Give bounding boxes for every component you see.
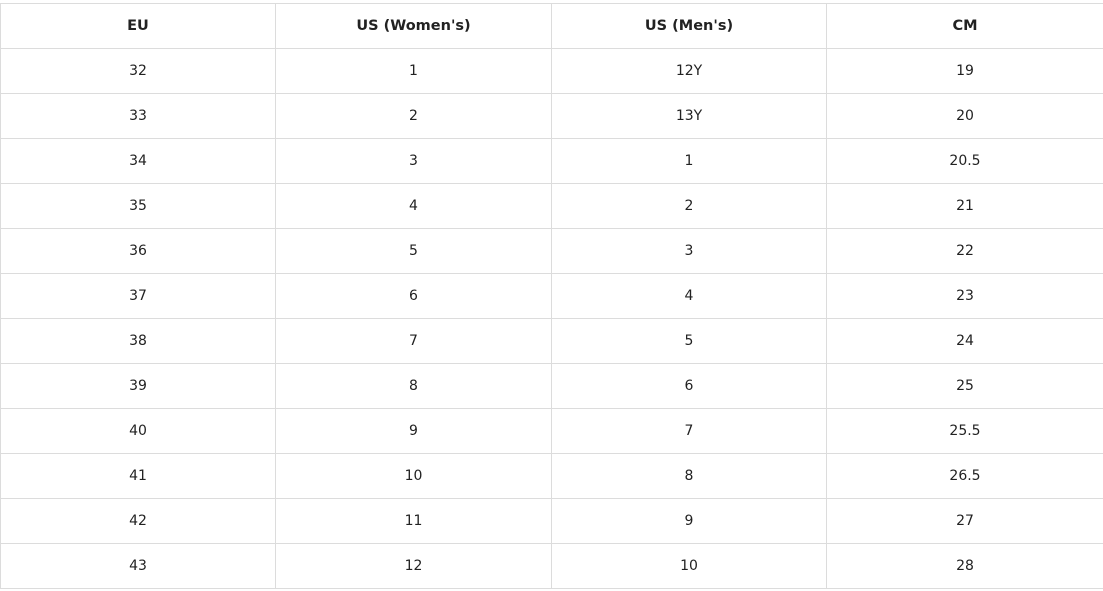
column-header: US (Men's) (551, 3, 827, 49)
table-cell: 5 (275, 228, 552, 274)
table-cell: 2 (551, 183, 827, 229)
table-cell: 7 (551, 408, 827, 454)
table-row: 39 8 6 25 (0, 363, 1103, 409)
table-cell: 33 (0, 93, 276, 139)
table-cell: 9 (275, 408, 552, 454)
table-cell: 26.5 (826, 453, 1103, 499)
table-cell: 10 (275, 453, 552, 499)
table-cell: 25.5 (826, 408, 1103, 454)
table-cell: 25 (826, 363, 1103, 409)
table-cell: 38 (0, 318, 276, 364)
table-cell: 2 (275, 93, 552, 139)
table-row: 40 9 7 25.5 (0, 408, 1103, 454)
table-cell: 36 (0, 228, 276, 274)
table-row: 32 1 12Y 19 (0, 48, 1103, 94)
table-cell: 19 (826, 48, 1103, 94)
table-cell: 32 (0, 48, 276, 94)
table-cell: 42 (0, 498, 276, 544)
table-header: EU US (Women's) US (Men's) CM (0, 3, 1103, 49)
table-cell: 22 (826, 228, 1103, 274)
table-row: 41 10 8 26.5 (0, 453, 1103, 499)
table-cell: 20 (826, 93, 1103, 139)
table-cell: 8 (551, 453, 827, 499)
table-cell: 37 (0, 273, 276, 319)
table-cell: 34 (0, 138, 276, 184)
column-header: EU (0, 3, 276, 49)
table-cell: 20.5 (826, 138, 1103, 184)
table-cell: 10 (551, 543, 827, 589)
table-cell: 21 (826, 183, 1103, 229)
table-row: 42 11 9 27 (0, 498, 1103, 544)
table-body: 32 1 12Y 19 33 2 13Y 20 34 3 1 20.5 35 4 2 21 36 5 3 22 37 6 4… (0, 48, 1103, 589)
table-cell: 6 (551, 363, 827, 409)
table-cell: 6 (275, 273, 552, 319)
size-table: EU US (Women's) US (Men's) CM 32 1 12Y 19 33 2 13… (0, 3, 1103, 589)
table-cell: 24 (826, 318, 1103, 364)
table-cell: 27 (826, 498, 1103, 544)
table-cell: 4 (275, 183, 552, 229)
column-header: US (Women's) (275, 3, 552, 49)
table-cell: 4 (551, 273, 827, 319)
table-cell: 1 (275, 48, 552, 94)
table-cell: 23 (826, 273, 1103, 319)
table-cell: 35 (0, 183, 276, 229)
table-cell: 7 (275, 318, 552, 364)
table-cell: 11 (275, 498, 552, 544)
column-header: CM (826, 3, 1103, 49)
table-cell: 3 (551, 228, 827, 274)
table-row: 34 3 1 20.5 (0, 138, 1103, 184)
table-cell: 3 (275, 138, 552, 184)
table-cell: 1 (551, 138, 827, 184)
table-cell: 9 (551, 498, 827, 544)
table-row: 43 12 10 28 (0, 543, 1103, 589)
table-cell: 8 (275, 363, 552, 409)
table-cell: 39 (0, 363, 276, 409)
table-row: 38 7 5 24 (0, 318, 1103, 364)
table-cell: 41 (0, 453, 276, 499)
table-cell: 28 (826, 543, 1103, 589)
table-row: 33 2 13Y 20 (0, 93, 1103, 139)
table-cell: 12 (275, 543, 552, 589)
table-row: 35 4 2 21 (0, 183, 1103, 229)
table-cell: 5 (551, 318, 827, 364)
header-row: EU US (Women's) US (Men's) CM (0, 3, 1103, 49)
table-cell: 43 (0, 543, 276, 589)
table-cell: 13Y (551, 93, 827, 139)
table-cell: 12Y (551, 48, 827, 94)
size-chart: EU US (Women's) US (Men's) CM 32 1 12Y 19 33 2 13… (0, 3, 1103, 589)
table-row: 36 5 3 22 (0, 228, 1103, 274)
table-cell: 40 (0, 408, 276, 454)
table-row: 37 6 4 23 (0, 273, 1103, 319)
